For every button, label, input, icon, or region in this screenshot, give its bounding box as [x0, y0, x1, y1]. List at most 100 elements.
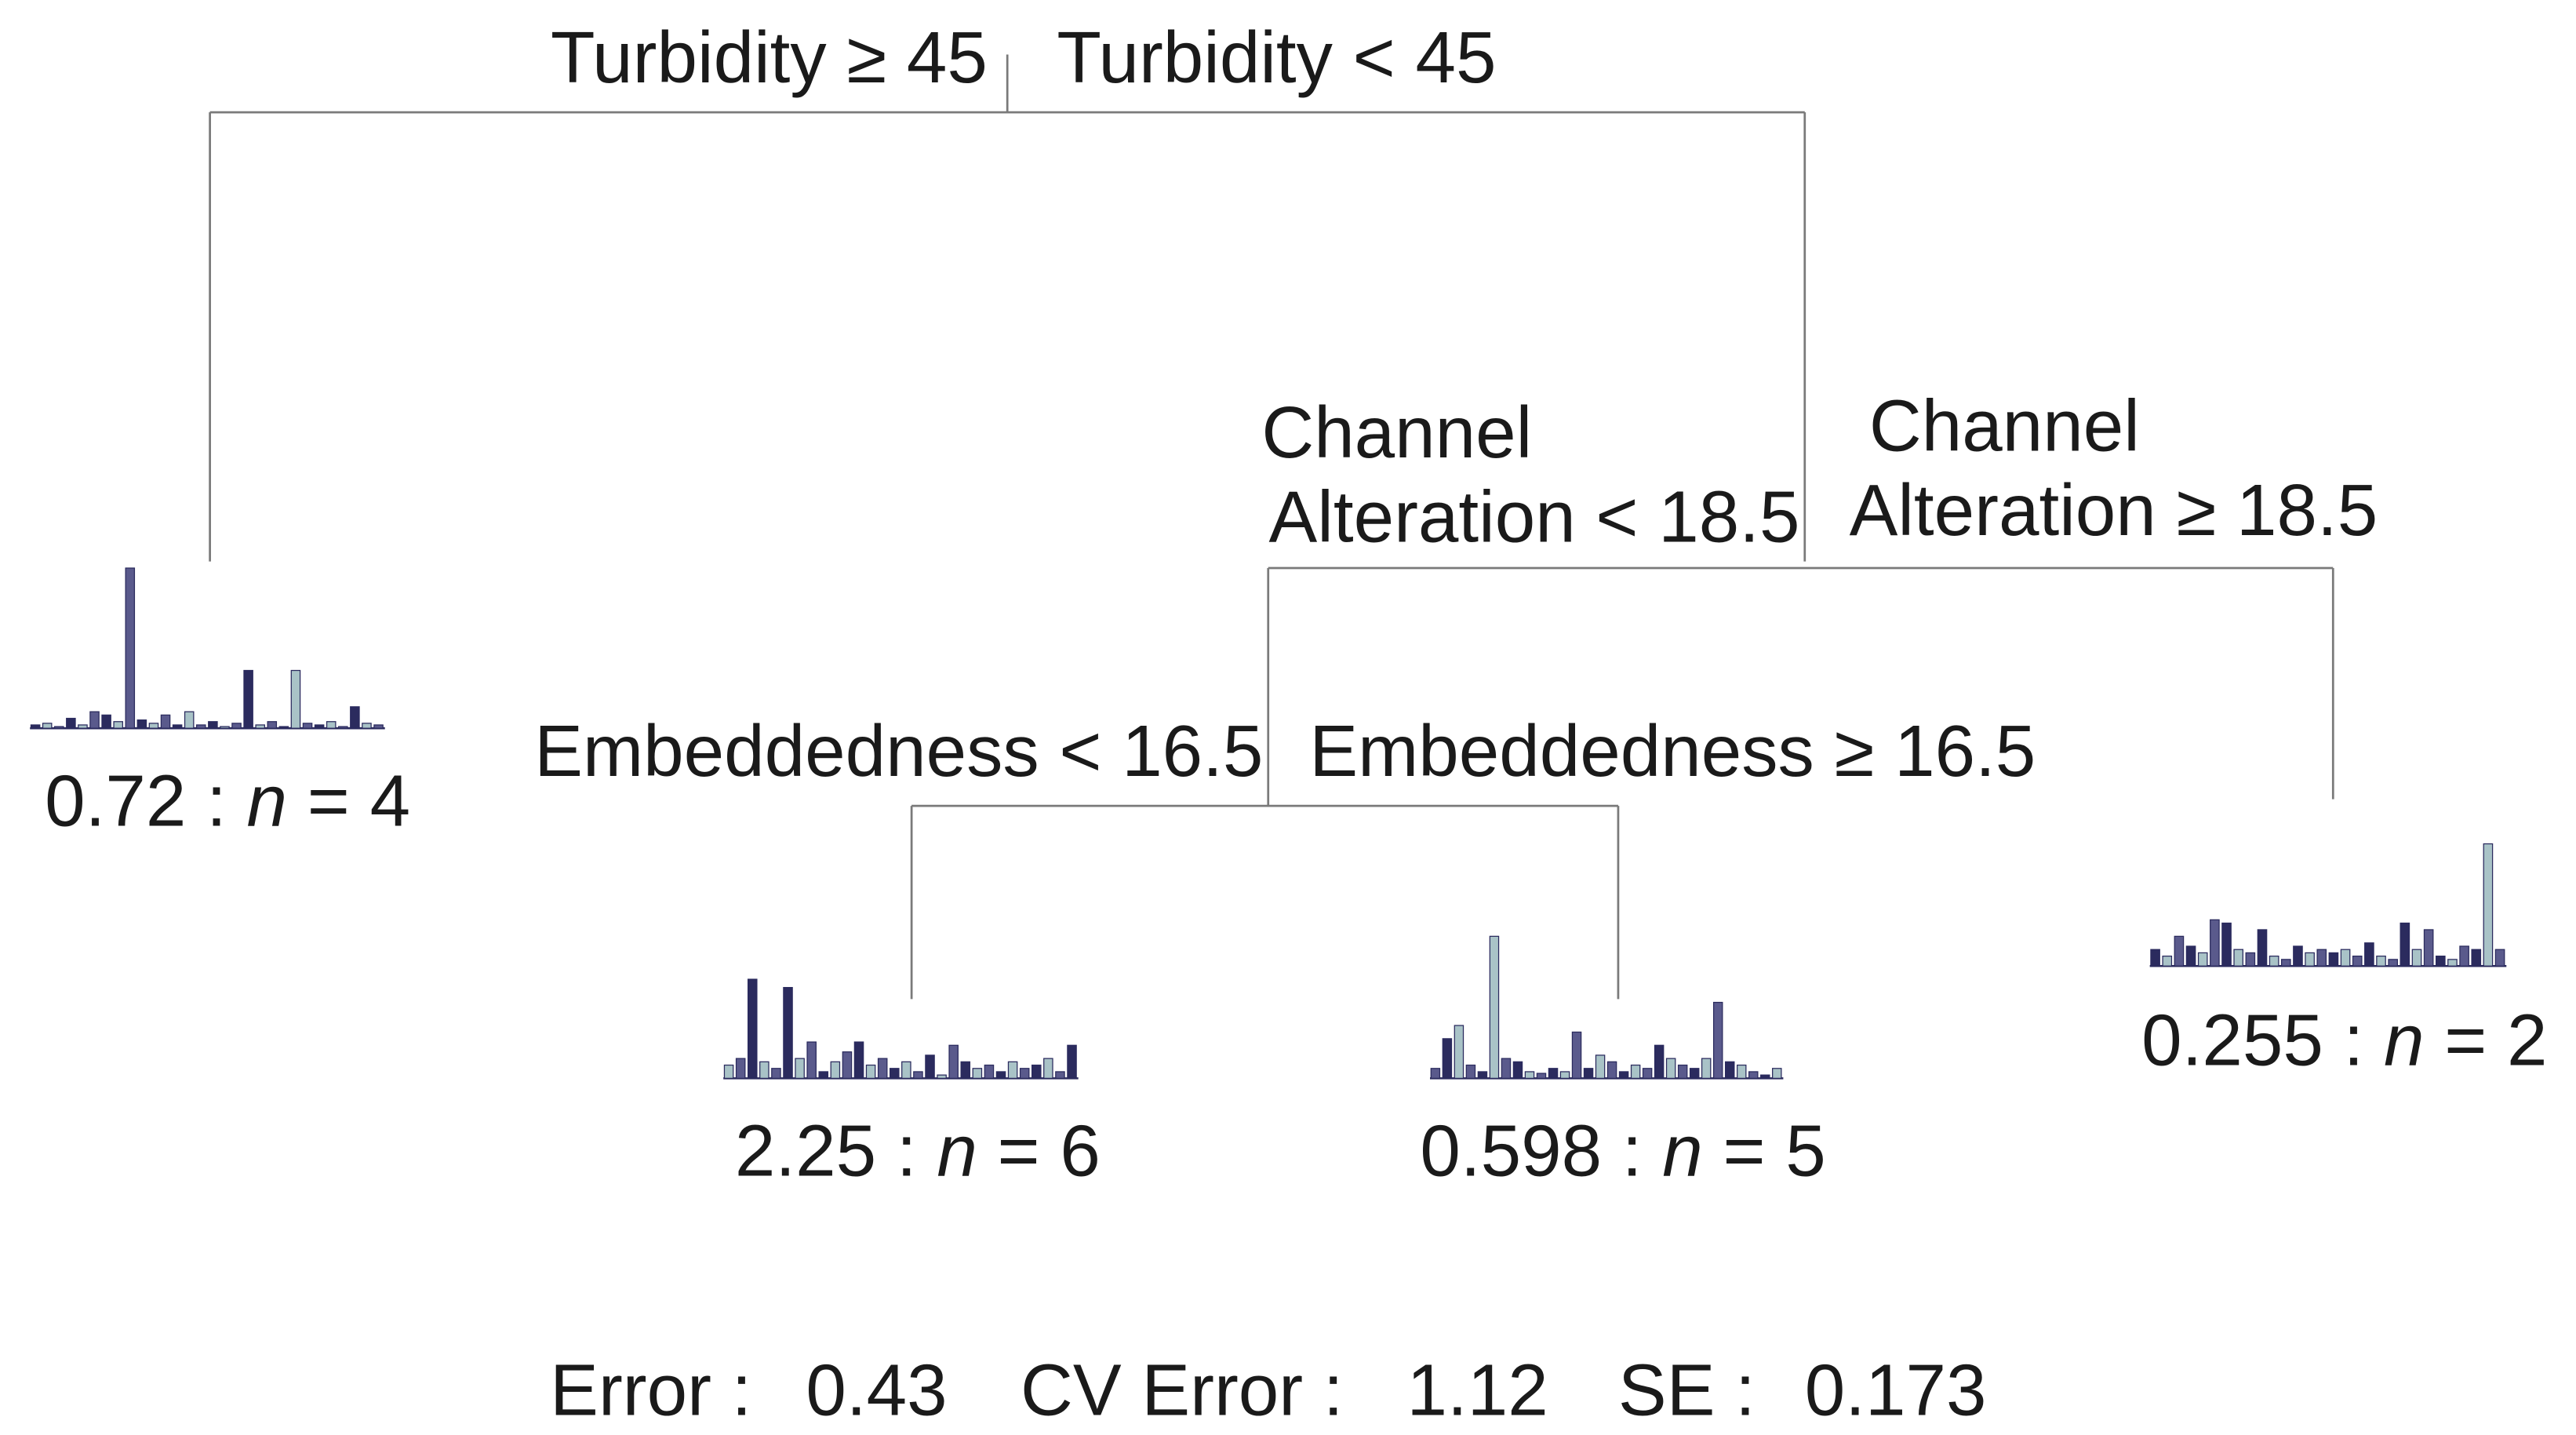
histogram-bar: [2293, 945, 2303, 967]
histogram-bar: [1055, 1071, 1065, 1080]
histogram-bar: [948, 1044, 959, 1080]
histogram-bar: [960, 1061, 971, 1080]
stat-label: CV Error :: [1021, 1349, 1344, 1431]
histogram-bar: [2471, 949, 2482, 967]
histogram-bar: [42, 723, 53, 729]
histogram-bar: [2245, 952, 2256, 967]
split-label: Turbidity ≥ 45: [551, 16, 988, 98]
stat-value: 0.43: [806, 1349, 947, 1431]
histogram-bar: [2364, 942, 2374, 967]
histogram-bar: [2174, 935, 2185, 967]
histogram-bar: [2352, 956, 2363, 967]
histogram-bar: [1559, 1071, 1570, 1080]
histogram-bar: [2162, 956, 2173, 967]
histogram-bar: [1665, 1058, 1676, 1080]
histogram-bar: [172, 724, 183, 729]
leaf-label: 0.255 : n = 2: [2141, 1000, 2547, 1081]
leaf-label-part: = 4: [287, 759, 410, 841]
histogram-bar: [101, 714, 111, 729]
leaf-label-part: 0.72 :: [45, 759, 246, 841]
histogram-bar: [1548, 1068, 1559, 1080]
histogram-bar: [1007, 1061, 1018, 1080]
leaf: 0.255 : n = 2: [2141, 843, 2548, 1081]
split-label: Channel: [1261, 392, 1532, 473]
leaf: 0.72 : n = 4: [30, 567, 410, 841]
histogram-bar: [735, 1058, 746, 1080]
leaf-label-part: = 6: [977, 1110, 1101, 1192]
histogram-bar: [89, 711, 100, 729]
histogram-bar: [1430, 1068, 1441, 1080]
histogram-bar: [2447, 959, 2458, 967]
histogram-bar: [1501, 1058, 1512, 1080]
histogram-bar: [937, 1074, 947, 1080]
leaf-label-part: 0.598 :: [1420, 1110, 1662, 1192]
tree-edges: [209, 54, 2334, 1000]
histogram-bar: [160, 714, 171, 729]
histogram-bar: [842, 1051, 853, 1080]
histogram-bar: [1031, 1064, 1042, 1080]
histogram-bar: [338, 726, 348, 729]
histogram-bar: [1606, 1061, 1617, 1080]
histogram-bar: [125, 567, 136, 729]
histogram-bar: [1043, 1058, 1053, 1080]
leaf-label-part: 2.25 :: [735, 1110, 937, 1192]
histogram-bar: [1654, 1044, 1665, 1080]
histogram-bar: [830, 1061, 841, 1080]
histogram-bar: [1067, 1044, 1077, 1080]
histogram-bar: [853, 1041, 864, 1080]
histogram-bar: [1524, 1071, 1535, 1080]
leaf-label: 2.25 : n = 6: [735, 1110, 1101, 1192]
histogram-bar: [208, 721, 218, 729]
histogram-bar: [759, 1061, 770, 1080]
histogram-bar: [747, 978, 758, 1080]
leaf-label: 0.72 : n = 4: [45, 759, 410, 841]
histogram-bar: [795, 1058, 805, 1080]
histogram-bar: [1642, 1068, 1653, 1080]
histogram-bar: [278, 726, 289, 729]
histogram-bar: [913, 1071, 923, 1080]
histogram-bar: [1772, 1068, 1782, 1080]
leaf-label-part: 0.255 :: [2141, 1000, 2384, 1081]
histogram-bar: [66, 717, 76, 729]
leaf-label-part: n: [1662, 1110, 1703, 1192]
histogram-bar: [901, 1061, 911, 1080]
histogram-bar: [326, 721, 337, 729]
stat-value: 1.12: [1407, 1349, 1548, 1431]
stat-label: SE :: [1618, 1349, 1756, 1431]
histogram-bar: [2435, 956, 2446, 967]
split-label: Alteration < 18.5: [1269, 475, 1800, 557]
histogram-bar: [1748, 1071, 1759, 1080]
histogram-bar: [54, 726, 64, 729]
histogram-bar: [2340, 949, 2351, 967]
histogram-bar: [723, 1064, 734, 1080]
histogram-bar: [362, 723, 372, 729]
histogram-bar: [2423, 929, 2434, 967]
split-label: Turbidity < 45: [1057, 16, 1496, 98]
histogram-bar: [2257, 929, 2268, 967]
histogram-bar: [1536, 1073, 1547, 1080]
histogram-bar: [1736, 1064, 1747, 1080]
histogram-bar: [877, 1058, 888, 1080]
histogram-bar: [2233, 949, 2244, 967]
histogram-bar: [1595, 1054, 1606, 1080]
histogram-bar: [1618, 1071, 1629, 1080]
histogram-bar: [1712, 1001, 1723, 1080]
histogram-bar: [818, 1071, 829, 1080]
split-label: Embeddedness < 16.5: [534, 710, 1263, 792]
leaf-label-part: n: [247, 759, 288, 841]
leaf-label: 0.598 : n = 5: [1420, 1110, 1825, 1192]
histogram-bar: [771, 1068, 781, 1080]
histogram-bar: [2494, 949, 2505, 967]
histogram-bar: [1571, 1031, 1582, 1080]
histogram-bar: [350, 706, 360, 729]
split-label: Alteration ≥ 18.5: [1850, 469, 2378, 551]
histogram-bar: [1760, 1074, 1770, 1080]
histogram-bar: [2280, 959, 2291, 967]
histogram-bar: [925, 1054, 935, 1080]
histogram-bar: [2459, 945, 2469, 967]
histogram-bar: [136, 719, 147, 729]
histogram-bar: [1724, 1061, 1735, 1080]
histogram-bar: [1630, 1064, 1641, 1080]
histogram-bar: [2376, 956, 2386, 967]
histogram-bar: [1019, 1068, 1030, 1080]
